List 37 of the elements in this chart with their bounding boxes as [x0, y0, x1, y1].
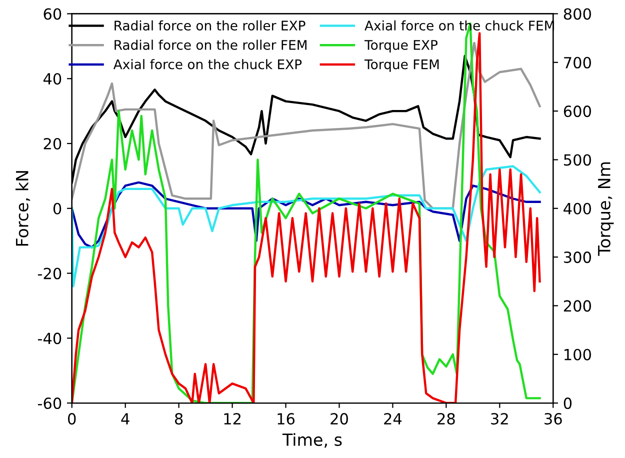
y2-tick-label: 200 — [564, 300, 591, 312]
x-tick-label: 4 — [121, 413, 130, 424]
legend-label: Radial force on the roller EXP — [114, 20, 306, 31]
legend-label: Axial force on the chuck EXP — [113, 59, 302, 70]
x-tick-label: 8 — [174, 413, 183, 425]
x-tick-label: 36 — [544, 413, 562, 425]
legend-label: Torque EXP — [364, 40, 438, 52]
y-tick-label: -20 — [38, 268, 62, 280]
y2-tick-label: 300 — [564, 252, 591, 264]
y2-tick-label: 800 — [564, 8, 591, 20]
y-tick-label: 0 — [53, 202, 62, 214]
y2-axis-title: Torque, Nm — [598, 162, 614, 256]
x-axis-title: Time, s — [282, 433, 342, 448]
x-tick-label: 16 — [278, 413, 295, 425]
x-tick-label: 32 — [491, 413, 508, 425]
legend-label: Radial force on the roller FEM — [114, 40, 306, 50]
x-tick-label: 0 — [68, 413, 76, 425]
y2-tick-label: 0 — [564, 398, 572, 410]
y-tick-label: 20 — [44, 138, 62, 150]
x-tick-label: 24 — [384, 413, 402, 424]
line-series — [72, 181, 541, 248]
x-tick-label: 28 — [438, 413, 455, 425]
x-tick-label: 20 — [330, 413, 348, 425]
y-tick-label: 40 — [43, 73, 62, 85]
y-tick-label: -60 — [38, 398, 62, 410]
y2-tick-label: 700 — [564, 56, 591, 68]
y2-tick-label: 400 — [564, 202, 591, 214]
y-tick-label: -40 — [38, 332, 62, 344]
y2-tick-label: 100 — [564, 348, 591, 360]
legend-label: Torque FEM — [364, 59, 439, 72]
line-series — [72, 165, 541, 288]
y-axis-title: Force, kN — [16, 171, 30, 246]
y2-tick-label: 600 — [564, 106, 591, 118]
y-tick-label: 60 — [44, 8, 62, 20]
x-tick-label: 12 — [224, 413, 240, 424]
line-series — [72, 42, 541, 210]
y2-tick-label: 500 — [564, 154, 591, 166]
